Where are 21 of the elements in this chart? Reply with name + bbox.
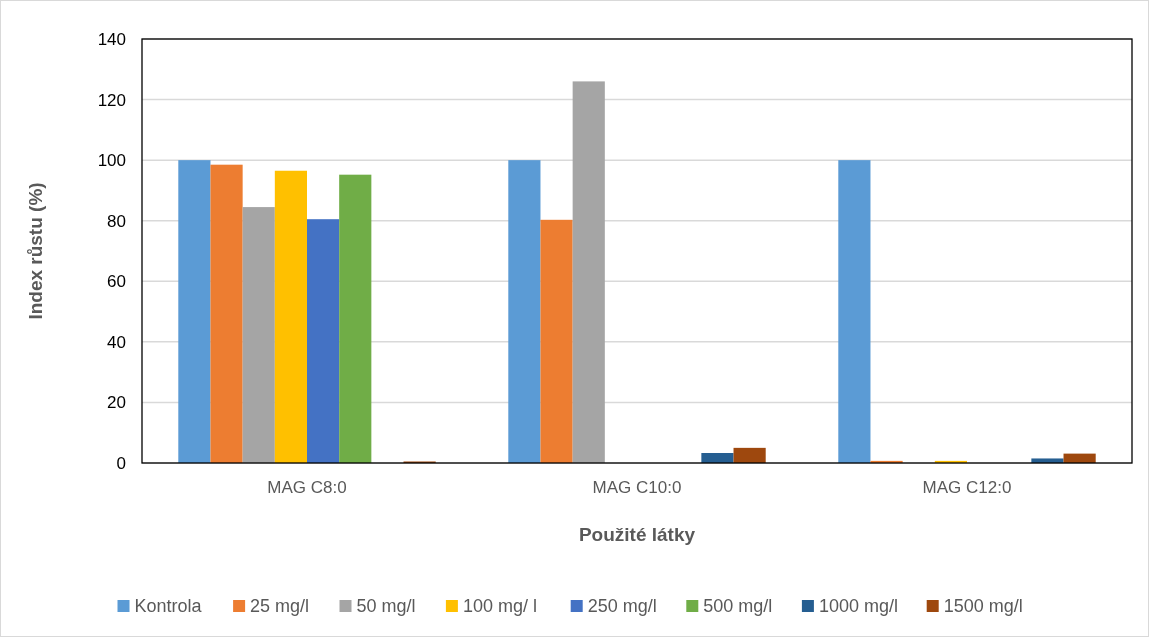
y-tick-label: 80 (107, 211, 126, 231)
y-tick-label: 140 (97, 29, 126, 49)
y-tick-label: 100 (97, 151, 126, 171)
y-tick-label: 120 (97, 90, 126, 110)
legend-label: 50 mg/l (356, 596, 416, 617)
y-tick-label: 60 (107, 272, 126, 292)
x-tick-label: MAG C8:0 (267, 478, 347, 497)
legend-label: 1000 mg/l (818, 596, 898, 617)
x-axis-title: Použité látky (578, 524, 696, 545)
y-tick-label: 40 (107, 332, 126, 352)
x-tick-label: MAG C12:0 (922, 478, 1012, 497)
legend-label: Kontrola (134, 596, 203, 617)
x-tick-label: MAG C10:0 (592, 478, 682, 497)
legend-label: 100 mg/ l (462, 596, 537, 617)
legend-label: 250 mg/l (587, 596, 657, 617)
legend-label: 1500 mg/l (943, 596, 1023, 617)
legend-label: 500 mg/l (703, 596, 773, 617)
y-axis-title: Index růstu (%) (25, 182, 46, 320)
y-tick-label: 0 (116, 453, 126, 473)
legend-label: 25 mg/l (250, 596, 310, 617)
y-tick-label: 20 (107, 393, 126, 413)
